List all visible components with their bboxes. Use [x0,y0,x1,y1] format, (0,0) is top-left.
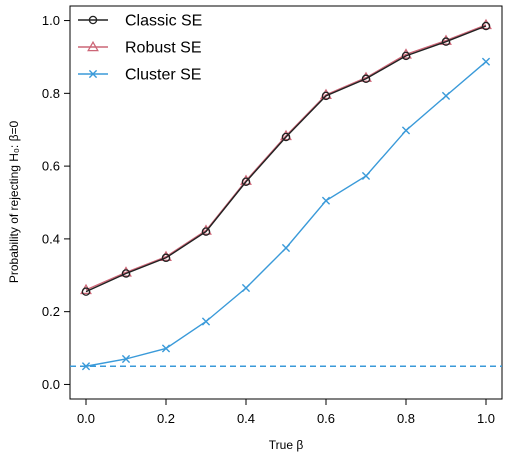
data-point-classic-se [321,91,331,101]
legend-marker-classic-se [88,15,98,25]
data-point-robust-se [480,18,492,30]
y-axis-title: Probability of rejecting H₀: β=0 [7,121,21,284]
legend-item-robust-se: Robust SE [78,40,201,57]
data-point-classic-se [441,37,451,46]
data-point-cluster-se [401,126,411,135]
y-tick-label: 1.0 [42,13,60,28]
legend-label-robust-se: Robust SE [125,40,201,57]
legend: Classic SE Robust SE Cluster SE [78,13,202,84]
data-point-cluster-se [281,243,291,253]
data-point-classic-se [201,227,211,236]
x-tick-label: 0.8 [397,411,415,426]
data-point-cluster-se [481,57,491,66]
series-robust-se [80,18,492,295]
data-point-cluster-se [121,354,131,364]
data-point-classic-se [81,287,91,296]
data-point-classic-se [361,74,371,84]
y-tick-label: 0.0 [42,377,60,392]
plot-frame [69,5,503,400]
y-tick-label: 0.2 [42,304,60,319]
data-point-classic-se [401,51,411,61]
data-point-cluster-se [81,362,91,371]
data-point-cluster-se [201,317,211,326]
x-axis-title: True β [269,438,304,452]
y-tick-label: 0.6 [42,159,60,174]
data-point-classic-se [161,253,171,263]
legend-marker-cluster-se [88,69,98,79]
legend-marker-robust-se [87,40,99,52]
legend-item-cluster-se: Cluster SE [78,67,201,84]
data-point-classic-se [281,132,291,142]
x-tick-label: 0.4 [237,411,255,426]
legend-label-cluster-se: Cluster SE [125,67,201,84]
x-tick-label: 0.2 [157,411,175,426]
series-classic-se [81,21,491,296]
series-line-cluster-se [85,61,487,367]
data-point-cluster-se [241,283,251,293]
x-tick-label: 0.0 [77,411,95,426]
data-point-robust-se [120,266,132,277]
x-tick-label: 0.6 [317,411,335,426]
legend-item-classic-se: Classic SE [78,13,202,30]
data-point-classic-se [241,177,251,187]
data-point-cluster-se [441,91,451,100]
data-point-classic-se [481,21,491,31]
data-point-robust-se [200,224,212,235]
series-line-classic-se [85,25,487,293]
x-tick-label: 1.0 [477,411,495,426]
series-cluster-se [81,57,491,371]
data-point-classic-se [121,269,131,278]
data-point-cluster-se [321,196,331,205]
series-line-robust-se [85,24,487,291]
data-point-cluster-se [361,171,371,181]
legend-label-classic-se: Classic SE [125,13,202,30]
y-tick-label: 0.8 [42,86,60,101]
data-point-cluster-se [161,344,171,353]
y-tick-label: 0.4 [42,231,60,246]
